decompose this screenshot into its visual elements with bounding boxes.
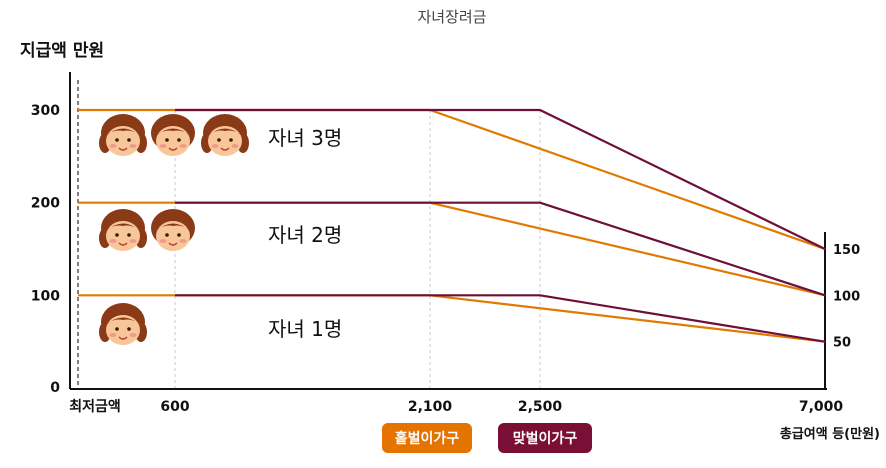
bangs bbox=[106, 223, 140, 231]
series-lines bbox=[78, 108, 826, 343]
y-tick-label: 300 bbox=[31, 103, 60, 119]
bangs bbox=[106, 128, 140, 136]
y-tick-label: 200 bbox=[31, 196, 60, 212]
eye bbox=[127, 327, 131, 331]
bangs bbox=[106, 317, 140, 325]
eye bbox=[127, 138, 131, 142]
x-tick-label: 최저금액 bbox=[69, 398, 121, 415]
cheek bbox=[159, 144, 167, 148]
eye bbox=[165, 233, 169, 237]
eye bbox=[217, 138, 221, 142]
eye bbox=[165, 138, 169, 142]
right-tick-label: 150 bbox=[833, 243, 860, 258]
eye bbox=[115, 233, 119, 237]
series-line-dual bbox=[175, 201, 826, 297]
x-tick-label: 600 bbox=[160, 399, 189, 415]
child-face-icon bbox=[201, 114, 249, 156]
x-tick-label: 7,000 bbox=[799, 399, 844, 415]
mouth bbox=[220, 147, 230, 151]
eye bbox=[177, 233, 181, 237]
cheek bbox=[109, 144, 117, 148]
group-label: 자녀 2명 bbox=[268, 223, 342, 247]
face bbox=[106, 126, 140, 156]
bangs bbox=[156, 128, 190, 136]
cheek bbox=[159, 239, 167, 243]
eye bbox=[115, 138, 119, 142]
face bbox=[208, 126, 242, 156]
legend-dual-label: 맞벌이가구 bbox=[512, 431, 578, 447]
child-face-icon bbox=[99, 209, 147, 251]
cheek bbox=[179, 144, 187, 148]
mouth bbox=[118, 147, 128, 151]
eye bbox=[115, 327, 119, 331]
series-line-single bbox=[78, 294, 826, 343]
eye bbox=[177, 138, 181, 142]
cheek bbox=[179, 239, 187, 243]
cheek bbox=[109, 239, 117, 243]
cheek bbox=[109, 333, 117, 337]
child-face-icon bbox=[99, 114, 147, 156]
face bbox=[106, 315, 140, 345]
mouth bbox=[118, 242, 128, 246]
children-icons bbox=[99, 114, 249, 345]
face bbox=[156, 221, 190, 251]
y-tick-label: 100 bbox=[31, 288, 60, 304]
bangs bbox=[156, 223, 190, 231]
legend-single-earner[interactable]: 홑벌이가구 bbox=[382, 423, 472, 453]
y-axis-label: 지급액 만원 bbox=[20, 41, 104, 61]
x-tick-label: 2,500 bbox=[518, 399, 563, 415]
y-tick-label: 0 bbox=[50, 380, 60, 396]
series-line-dual bbox=[175, 108, 826, 250]
mouth bbox=[168, 242, 178, 246]
right-tick-label: 100 bbox=[833, 289, 860, 304]
cheek bbox=[211, 144, 219, 148]
child-face-icon bbox=[151, 114, 195, 156]
cheek bbox=[231, 144, 239, 148]
axes bbox=[69, 72, 827, 390]
eye bbox=[127, 233, 131, 237]
cheek bbox=[129, 239, 137, 243]
legend-single-label: 홑벌이가구 bbox=[394, 431, 460, 447]
face bbox=[156, 126, 190, 156]
face bbox=[106, 221, 140, 251]
legend-dual-earner[interactable]: 맞벌이가구 bbox=[498, 423, 592, 453]
mouth bbox=[118, 336, 128, 340]
x-axis-label: 총급여액 등(만원) bbox=[780, 426, 880, 442]
bangs bbox=[208, 128, 242, 136]
mouth bbox=[168, 147, 178, 151]
child-face-icon bbox=[151, 209, 195, 251]
child-face-icon bbox=[99, 303, 147, 345]
cheek bbox=[129, 333, 137, 337]
cheek bbox=[129, 144, 137, 148]
chart-title: 자녀장려금 bbox=[417, 8, 486, 26]
right-tick-label: 50 bbox=[833, 336, 851, 351]
series-line-dual bbox=[175, 294, 826, 343]
group-label: 자녀 3명 bbox=[268, 126, 342, 150]
tick-labels: 0 100 200 300 최저금액 600 2,100 2,500 7,000 150 100 50 bbox=[31, 103, 860, 415]
eye bbox=[229, 138, 233, 142]
group-label: 자녀 1명 bbox=[268, 317, 342, 341]
x-tick-label: 2,100 bbox=[408, 399, 453, 415]
